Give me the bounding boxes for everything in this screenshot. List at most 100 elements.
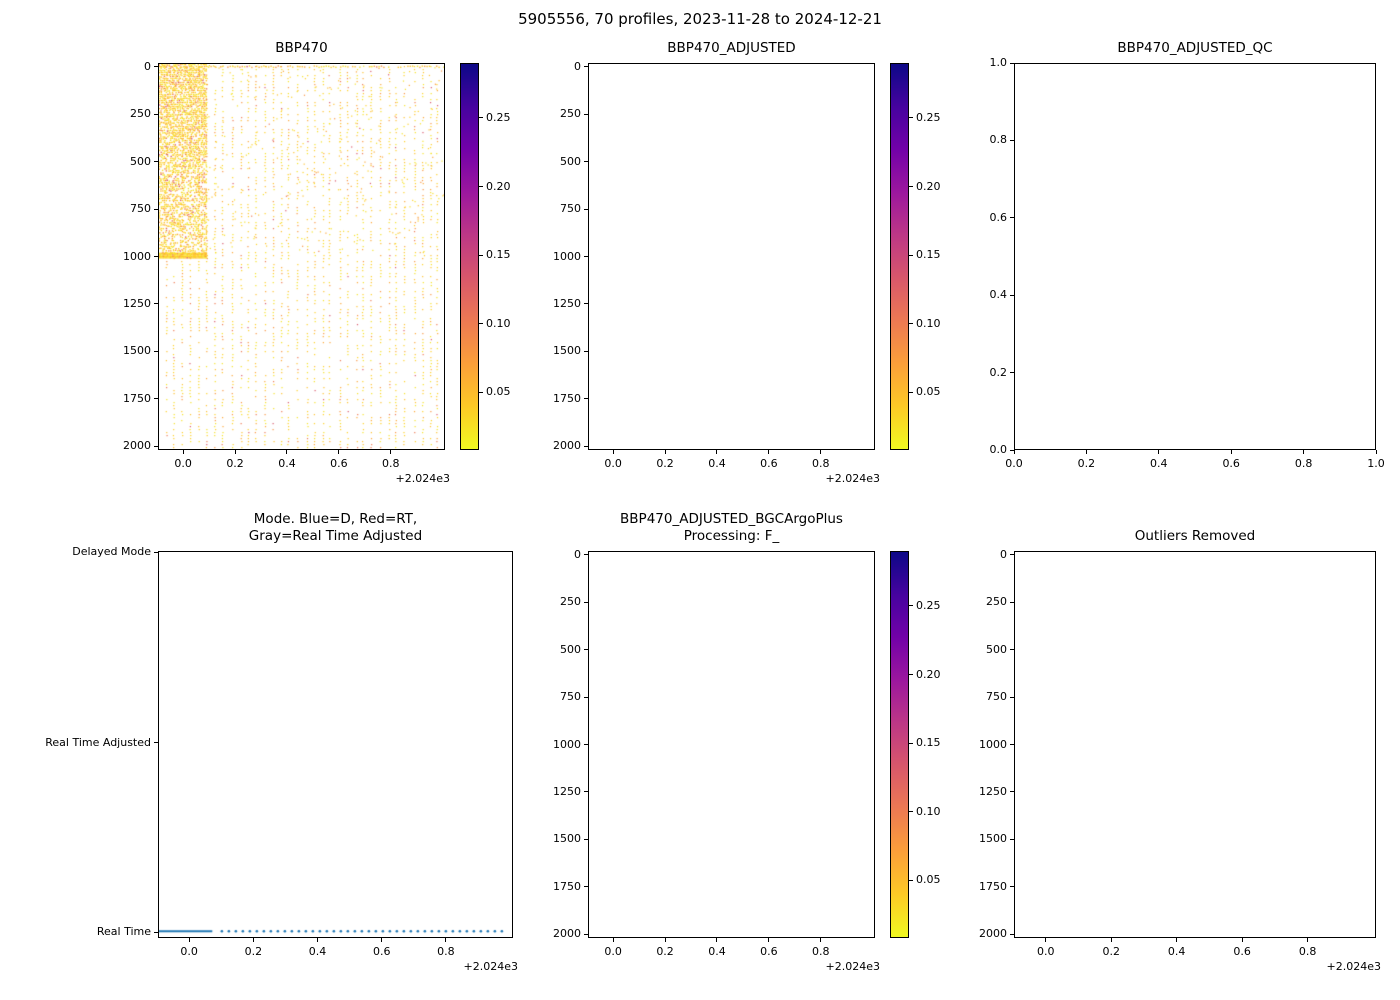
colorbar-tick-mark xyxy=(479,186,483,187)
y-tick-label: 1000 xyxy=(553,249,581,263)
x-tick-mark xyxy=(820,450,822,454)
x-tick-mark xyxy=(612,450,614,454)
x-tick-label: 0.8 xyxy=(437,945,455,958)
x-tick-label: 0.4 xyxy=(708,945,726,958)
y-tick-label: 1250 xyxy=(979,784,1007,798)
y-tick-mark xyxy=(584,66,588,68)
y-tick-label: 1250 xyxy=(123,296,151,310)
y-tick-mark xyxy=(584,601,588,603)
scatter-canvas-bbp470 xyxy=(159,64,444,449)
title-outliers-removed: Outliers Removed xyxy=(1134,528,1256,544)
y-tick-mark xyxy=(584,649,588,651)
x-tick-mark xyxy=(768,450,770,454)
y-tick-label: 1250 xyxy=(553,784,581,798)
x-tick-mark xyxy=(1176,938,1178,942)
x-tick-label: 0.2 xyxy=(226,457,244,470)
y-tick-mark xyxy=(154,398,158,400)
x-tick-mark xyxy=(338,450,340,454)
x-tick-mark xyxy=(1013,450,1015,454)
y-tick-label: 1500 xyxy=(123,344,151,358)
colorbar-bbp470-adjusted-bgcargoplus xyxy=(890,551,909,938)
y-tick-label: 1000 xyxy=(553,737,581,751)
y-tick-mark xyxy=(584,744,588,745)
axes-bbp470-adjusted-bgcargoplus xyxy=(588,551,875,938)
y-tick-mark xyxy=(584,113,588,115)
y-tick-mark xyxy=(1010,744,1014,745)
x-tick-mark xyxy=(445,938,447,942)
x-offset-label: +2.024e3 xyxy=(463,960,518,973)
x-tick-label: 0.8 xyxy=(812,945,830,958)
y-tick-label: 0 xyxy=(144,59,151,73)
x-tick-mark xyxy=(234,450,236,454)
x-tick-label: 0.4 xyxy=(308,945,327,958)
y-tick-label: 2000 xyxy=(553,439,581,453)
y-tick-mark xyxy=(584,398,588,400)
y-tick-label: 250 xyxy=(560,595,581,609)
x-tick-label: 1.0 xyxy=(1367,457,1385,470)
x-tick-label: 0.0 xyxy=(604,457,622,470)
x-tick-mark xyxy=(716,450,718,454)
x-tick-label: 0.0 xyxy=(1005,457,1023,470)
y-tick-mark xyxy=(584,303,588,305)
figure-title: 5905556, 70 profiles, 2023-11-28 to 2024… xyxy=(518,10,882,28)
y-tick-label: 1750 xyxy=(123,391,151,405)
title-bbp470-adjusted-bgcargoplus: BBP470_ADJUSTED_BGCArgoPlus xyxy=(620,511,843,527)
x-tick-mark xyxy=(182,450,184,454)
y-tick-mark xyxy=(584,445,588,447)
x-tick-label: 0.6 xyxy=(760,945,778,958)
y-tick-label: 250 xyxy=(560,107,581,121)
x-tick-label: 0.2 xyxy=(1102,945,1120,958)
colorbar-tick-mark xyxy=(479,117,483,119)
x-tick-label: 0.4 xyxy=(1150,457,1168,470)
y-tick-label: 0 xyxy=(1000,547,1007,561)
y-tick-mark xyxy=(1010,791,1014,793)
y-tick-label: 1750 xyxy=(553,879,581,893)
x-tick-label: 0.0 xyxy=(604,945,622,958)
y-tick-mark xyxy=(154,931,158,933)
y-tick-label: 1000 xyxy=(979,737,1007,751)
y-tick-label: 500 xyxy=(560,642,581,656)
y-tick-label: 1250 xyxy=(553,296,581,310)
x-tick-mark xyxy=(1085,450,1087,454)
colorbar-tick-label: 0.15 xyxy=(916,248,941,262)
colorbar-tick-mark xyxy=(909,811,913,813)
y-tick-label: 750 xyxy=(560,202,581,216)
x-tick-mark xyxy=(1307,938,1309,942)
y-tick-mark xyxy=(154,256,158,257)
y-tick-mark xyxy=(584,350,588,352)
x-tick-label: 0.0 xyxy=(180,945,198,958)
y-tick-mark xyxy=(154,551,158,553)
y-tick-mark xyxy=(154,113,158,115)
x-tick-mark xyxy=(768,938,770,942)
x-tick-label: 0.4 xyxy=(1167,945,1186,958)
x-tick-mark xyxy=(664,938,666,942)
y-tick-mark xyxy=(154,742,158,744)
x-tick-mark xyxy=(1158,450,1160,454)
y-tick-label: 0 xyxy=(574,547,581,561)
colorbar-tick-label: 0.25 xyxy=(916,598,941,612)
y-tick-mark xyxy=(1010,696,1014,698)
y-tick-label: Delayed Mode xyxy=(72,545,151,559)
axes-bbp470-adjusted-qc xyxy=(1014,63,1376,450)
title-mode: Mode. Blue=D, Red=RT, xyxy=(253,511,418,527)
y-tick-label: 500 xyxy=(560,154,581,168)
colorbar-tick-mark xyxy=(909,742,913,744)
colorbar-tick-mark xyxy=(909,254,913,256)
y-tick-label: 1500 xyxy=(553,344,581,358)
x-tick-label: 0.2 xyxy=(244,945,263,958)
y-tick-label: 1750 xyxy=(979,879,1007,893)
colorbar-bbp470 xyxy=(460,63,479,450)
x-tick-label: 0.8 xyxy=(1294,457,1313,470)
y-tick-mark xyxy=(584,933,588,935)
axes-outliers-removed xyxy=(1014,551,1376,938)
y-tick-mark xyxy=(1010,294,1014,296)
title-mode: Gray=Real Time Adjusted xyxy=(248,528,423,544)
x-tick-mark xyxy=(1230,450,1232,454)
x-tick-mark xyxy=(381,938,383,942)
colorbar-tick-label: 0.20 xyxy=(916,667,941,681)
x-tick-mark xyxy=(820,938,822,942)
colorbar-tick-mark xyxy=(479,254,483,256)
y-tick-mark xyxy=(1010,933,1014,935)
colorbar-tick-label: 0.20 xyxy=(916,179,941,193)
